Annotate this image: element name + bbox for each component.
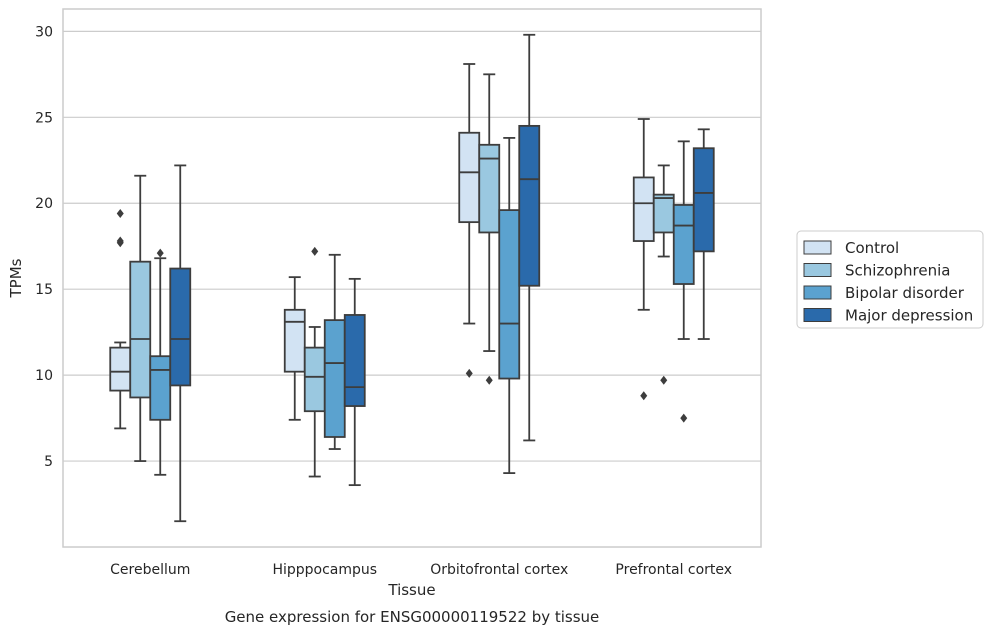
x-axis-ticks: Cerebellum Hipppocampus Orbitofrontal cort… xyxy=(110,562,732,578)
outlier-point xyxy=(680,413,688,423)
box-bipolar-disorder xyxy=(149,248,172,476)
iqr-box xyxy=(303,346,326,413)
legend-swatch xyxy=(803,240,832,255)
legend: Control Schizophrenia Bipolar disorder Majo… xyxy=(796,230,984,329)
box-major-depression xyxy=(343,277,366,487)
iqr-box xyxy=(518,124,541,287)
outlier-point xyxy=(640,391,648,401)
x-tick-label: Orbitofrontal cortex xyxy=(430,562,568,578)
outlier-point xyxy=(660,375,668,385)
y-tick-label: 5 xyxy=(44,454,53,470)
box-schizophrenia xyxy=(129,174,152,462)
box-bipolar-disorder xyxy=(498,137,521,474)
y-tick-label: 15 xyxy=(35,282,53,298)
iqr-box xyxy=(323,319,346,438)
box-control xyxy=(458,63,481,378)
box-major-depression xyxy=(169,164,192,523)
x-axis-label: Tissue xyxy=(387,581,435,599)
y-tick-label: 10 xyxy=(35,368,53,384)
iqr-box xyxy=(343,314,366,407)
legend-swatch xyxy=(803,263,832,277)
box-schizophrenia xyxy=(478,73,501,385)
iqr-box xyxy=(169,267,192,387)
outlier-point xyxy=(116,209,124,219)
box-bipolar-disorder xyxy=(323,253,346,450)
iqr-box xyxy=(149,355,172,421)
legend-frame xyxy=(796,230,984,329)
legend-swatch xyxy=(803,285,832,300)
outlier-point xyxy=(485,375,493,385)
iqr-box xyxy=(498,209,521,380)
box-schizophrenia xyxy=(652,164,675,385)
box-major-depression xyxy=(518,33,541,442)
box-control xyxy=(632,118,655,401)
iqr-box xyxy=(109,346,132,392)
chart-caption: Gene expression for ENSG00000119522 by t… xyxy=(225,608,600,626)
box-control xyxy=(283,276,306,421)
legend-label: Major depression xyxy=(845,307,973,325)
y-tick-label: 25 xyxy=(35,110,53,126)
iqr-box xyxy=(692,147,715,253)
outlier-point xyxy=(116,236,124,246)
y-tick-label: 20 xyxy=(35,196,53,212)
box-major-depression xyxy=(692,128,715,340)
iqr-box xyxy=(632,176,655,242)
iqr-box xyxy=(652,193,675,234)
plot-frame xyxy=(62,8,762,548)
outlier-point xyxy=(465,368,473,378)
iqr-box xyxy=(458,131,481,224)
iqr-box xyxy=(672,204,695,285)
iqr-box xyxy=(129,260,152,399)
y-axis-ticks: 5 10 15 20 25 30 xyxy=(35,24,53,470)
legend-label: Bipolar disorder xyxy=(845,284,965,302)
legend-label: Schizophrenia xyxy=(845,262,950,280)
x-tick-label: Hipppocampus xyxy=(272,562,377,578)
iqr-box xyxy=(283,308,306,373)
y-tick-label: 30 xyxy=(35,24,53,40)
box-bipolar-disorder xyxy=(672,140,695,423)
legend-label: Control xyxy=(845,239,899,257)
box-schizophrenia xyxy=(303,246,326,478)
legend-swatch xyxy=(803,308,832,322)
y-axis-label: TPMs xyxy=(7,258,25,298)
outlier-point xyxy=(311,246,319,256)
box-layer xyxy=(109,33,715,523)
x-tick-label: Cerebellum xyxy=(110,562,190,578)
box-control xyxy=(109,209,132,430)
x-tick-label: Prefrontal cortex xyxy=(615,562,732,578)
iqr-box xyxy=(478,143,501,234)
outlier-point xyxy=(156,248,164,258)
